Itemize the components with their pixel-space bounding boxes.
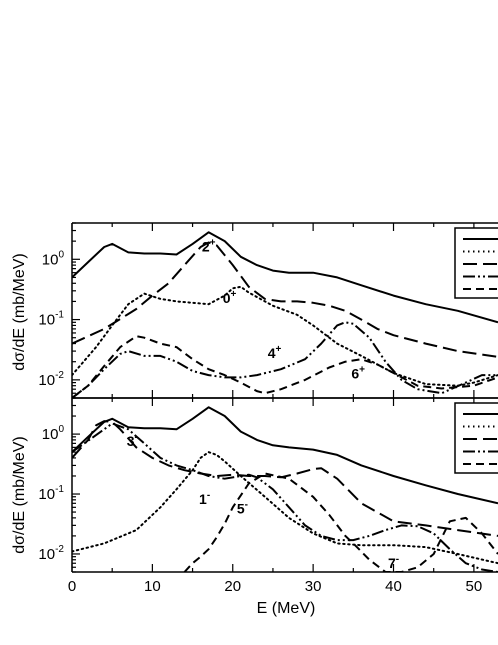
x-tick-label: 10 [144,578,161,595]
y-tick-label: 10-1 [38,310,64,329]
series-line-solid [72,231,498,324]
series-line-dotted [72,451,498,565]
y-axis-title-bottom: dσ/dE (mb/MeV) [11,436,28,553]
bottom-panel: 0 10 20 30 40 50 100 10-1 10-2 3- 1- 5- 7- [38,397,498,595]
x-tick-label: 50 [466,578,483,595]
x-tick-label: 20 [224,578,241,595]
series-line-dash-dot-dot [72,321,498,398]
x-tick-label: 30 [305,578,322,595]
legend [454,227,498,299]
curve-label: 4+ [268,344,282,361]
series-line-dash [183,472,498,572]
series-line-dotted [72,285,498,387]
y-axis-title-top: dσ/dE (mb/MeV) [11,253,28,370]
curve-label: 6+ [351,365,365,382]
y-tick-label: 10-2 [38,370,64,389]
curve-label: 1- [199,490,210,507]
series-line-solid [72,406,498,505]
x-tick-label: 40 [385,578,402,595]
y-tick-label: 100 [42,249,65,268]
curve-label: 7- [388,554,399,571]
curve-label: 2+ [202,237,216,254]
curve-label: 3- [127,432,138,449]
series-group [72,231,498,398]
series-group [72,406,498,572]
y-tick-label: 100 [42,424,65,443]
series-line-dash [72,335,498,398]
series-line-dash-dot-dot [72,422,498,572]
series-line-long-dash [72,241,498,358]
x-axis-title: E (MeV) [257,600,316,617]
curve-label: 5- [237,500,248,517]
x-tick-label: 0 [68,578,76,595]
legend [454,402,498,474]
y-tick-label: 10-1 [38,484,64,503]
top-panel: 100 10-1 10-2 2+ 0+ 4+ 6+ [38,222,498,399]
curve-label: 0+ [223,289,237,306]
y-tick-label: 10-2 [38,544,64,563]
